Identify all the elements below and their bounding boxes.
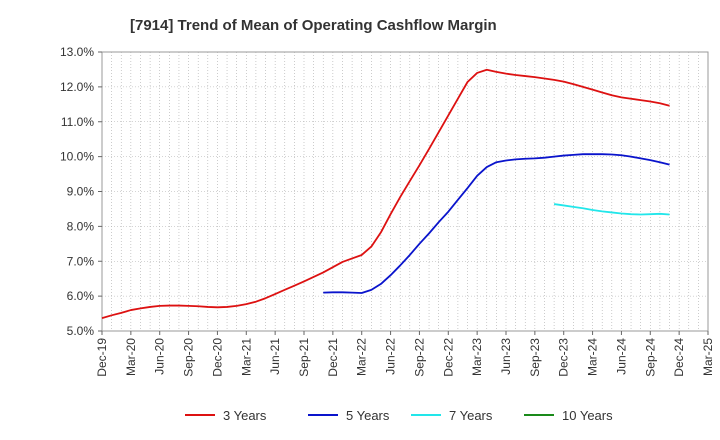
y-tick-label: 9.0% [67,185,95,199]
legend-label: 7 Years [449,408,493,423]
y-tick-label: 11.0% [61,115,94,129]
x-tick-label: Mar-21 [239,338,253,376]
legend-label: 10 Years [562,408,613,423]
chart-title: [7914] Trend of Mean of Operating Cashfl… [130,17,497,34]
x-tick-label: Jun-23 [499,338,513,375]
x-tick-label: Dec-20 [210,338,224,377]
x-tick-label: Dec-19 [95,338,109,377]
x-tick-label: Sep-21 [297,338,311,377]
x-tick-label: Dec-22 [441,338,455,377]
x-tick-label: Dec-21 [326,338,340,377]
series-line-3-years [101,68,670,319]
x-tick-label: Sep-20 [182,338,196,377]
y-tick-label: 13.0% [60,45,94,59]
y-tick-label: 12.0% [60,80,94,94]
x-tick-label: Mar-24 [586,338,600,376]
legend-label: 5 Years [346,408,390,423]
x-tick-label: Jun-21 [268,338,282,375]
series-line-5-years [323,153,670,294]
x-tick-label: Mar-22 [355,338,369,376]
y-axis-ticks: 5.0% 6.0% 7.0% 8.0% 9.0% 10.0% 11.0% 12.0% 13.0% [60,45,102,338]
x-tick-label: Sep-23 [528,338,542,377]
legend-label: 3 Years [223,408,267,423]
x-tick-label: Jun-20 [153,338,167,375]
x-tick-label: Jun-22 [384,338,398,375]
x-tick-label: Mar-20 [124,338,138,376]
x-tick-label: Jun-24 [614,338,628,375]
x-tick-label: Dec-23 [557,338,571,377]
y-tick-label: 6.0% [67,289,95,303]
x-axis-ticks: Dec-19 Mar-20 Jun-20 Sep-20 Dec-20 Mar-21 Jun-… [95,331,715,377]
x-tick-label: Mar-25 [701,338,715,376]
x-tick-label: Dec-24 [672,338,686,377]
y-tick-label: 7.0% [67,254,95,268]
x-tick-label: Sep-22 [412,338,426,377]
x-tick-label: Sep-24 [643,338,657,377]
legend: 3 Years 5 Years 7 Years 10 Years [185,408,613,423]
y-tick-label: 5.0% [67,324,95,338]
series-lines [101,68,670,319]
y-tick-label: 8.0% [67,219,95,233]
x-tick-label: Mar-23 [470,338,484,376]
series-line-7-years [553,203,670,216]
y-tick-label: 10.0% [60,150,94,164]
